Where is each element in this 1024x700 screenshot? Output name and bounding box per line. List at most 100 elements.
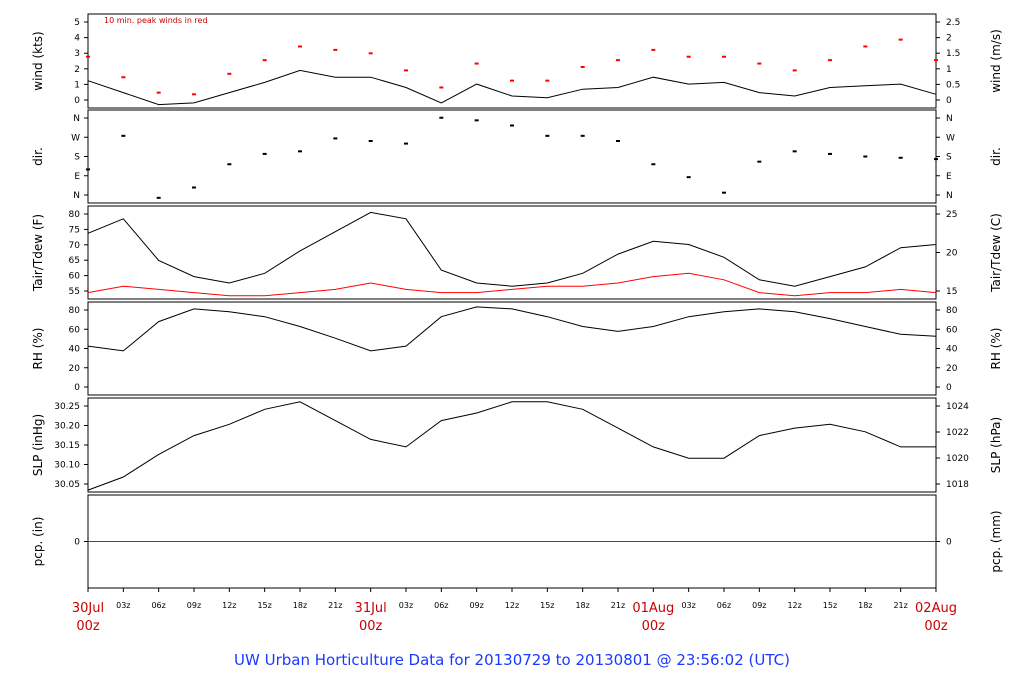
hour-label: 03z (681, 601, 695, 610)
left-tick-label: 0 (74, 538, 80, 548)
data-point (474, 62, 479, 65)
data-point (227, 72, 232, 75)
right-axis-title: SLP (hPa) (989, 417, 1003, 473)
left-tick-label: W (71, 133, 80, 143)
right-tick-label: 1022 (946, 428, 969, 438)
data-point (156, 91, 161, 94)
series-line (87, 69, 937, 106)
right-tick-label: 1 (946, 65, 952, 75)
left-tick-label: N (73, 191, 80, 201)
data-point (792, 69, 797, 72)
right-tick-label: 20 (946, 364, 958, 374)
data-point (333, 48, 338, 51)
left-tick-label: 3 (74, 49, 80, 59)
left-tick-label: 0 (74, 383, 80, 393)
hour-label: 18z (858, 601, 872, 610)
data-point (262, 152, 267, 155)
left-tick-label: 30.05 (54, 480, 80, 490)
left-axis-title: RH (%) (31, 328, 45, 370)
data-point (121, 76, 126, 79)
data-point (192, 186, 196, 189)
data-point (898, 38, 903, 41)
data-point (86, 55, 90, 58)
right-axis-title: wind (m/s) (989, 29, 1003, 93)
data-point (404, 142, 408, 145)
data-point (474, 119, 479, 122)
data-point (439, 116, 444, 119)
left-axis-title: SLP (inHg) (31, 414, 45, 476)
left-tick-label: 60 (69, 272, 81, 282)
left-tick-label: 75 (69, 225, 80, 235)
footer-title: UW Urban Horticulture Data for 20130729 … (234, 651, 790, 669)
day-hour-label: 00z (76, 619, 100, 634)
left-tick-label: 80 (69, 210, 81, 220)
data-point (616, 59, 620, 62)
right-tick-label: S (946, 153, 952, 163)
left-tick-label: 60 (69, 325, 81, 335)
left-tick-label: 65 (69, 256, 80, 266)
panel-frame (87, 109, 937, 204)
data-point (510, 124, 514, 127)
left-axis-title: dir. (31, 147, 45, 166)
data-point (757, 160, 762, 163)
data-point (616, 140, 620, 142)
right-axis-title: pcp. (mm) (989, 510, 1003, 572)
left-tick-label: N (73, 114, 80, 124)
series-line (87, 272, 937, 297)
right-axis-title: dir. (989, 147, 1003, 166)
day-label: 30Jul (72, 601, 104, 616)
left-tick-label: S (74, 153, 80, 163)
right-tick-label: N (946, 191, 953, 201)
hour-label: 15z (540, 601, 554, 610)
hour-label: 21z (328, 601, 342, 610)
data-point (722, 191, 726, 194)
data-point (192, 93, 196, 96)
right-tick-label: 1020 (946, 454, 969, 464)
right-tick-label: 25 (946, 210, 957, 220)
data-point (262, 59, 267, 62)
hour-label: 09z (469, 601, 483, 610)
data-point (298, 45, 302, 48)
hour-label: 15z (257, 601, 271, 610)
day-label: 01Aug (632, 601, 674, 616)
data-point (580, 134, 585, 137)
right-tick-label: 1.5 (946, 49, 960, 59)
right-tick-label: 0.5 (946, 80, 960, 90)
data-point (863, 45, 868, 48)
right-tick-label: 20 (946, 249, 958, 259)
right-axis-title: Tair/Tdew (C) (989, 213, 1003, 293)
data-point (121, 134, 126, 137)
left-axis-title: Tair/Tdew (F) (31, 214, 45, 292)
hour-label: 12z (787, 601, 801, 610)
data-point (934, 158, 938, 161)
right-tick-label: 15 (946, 287, 957, 297)
right-tick-label: 2 (946, 34, 952, 44)
right-tick-label: E (946, 172, 952, 182)
data-point (651, 163, 656, 166)
day-hour-label: 00z (924, 619, 948, 634)
hour-label: 18z (575, 601, 589, 610)
panel-frame (87, 397, 937, 493)
data-point (298, 150, 302, 153)
panel-frame (87, 205, 937, 300)
data-point (898, 156, 903, 159)
hour-label: 06z (717, 601, 731, 610)
left-tick-label: 0 (74, 96, 80, 106)
data-point (439, 86, 444, 89)
data-point (828, 152, 832, 155)
data-point (863, 155, 868, 158)
data-point (510, 79, 514, 82)
data-point (86, 168, 90, 171)
data-point (934, 59, 938, 62)
left-tick-label: E (74, 172, 80, 182)
right-tick-label: 2.5 (946, 18, 960, 28)
right-tick-label: 80 (946, 306, 958, 316)
left-tick-label: 5 (74, 18, 80, 28)
left-axis-title: wind (kts) (31, 31, 45, 90)
right-tick-label: 1024 (946, 402, 969, 412)
data-point (686, 176, 691, 179)
hour-label: 09z (752, 601, 766, 610)
data-point (156, 196, 161, 199)
